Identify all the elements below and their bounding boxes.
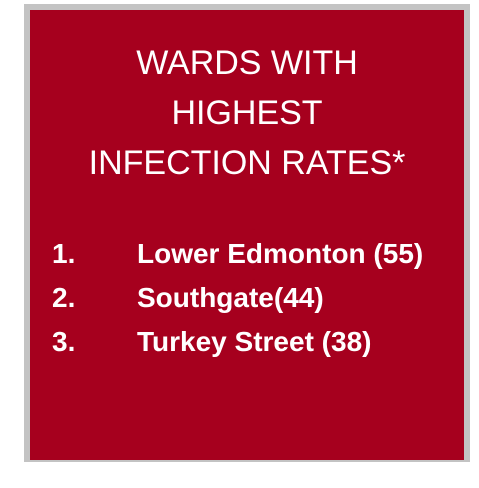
item-text: Turkey Street (38): [137, 326, 372, 357]
item-number: 3.: [52, 326, 76, 357]
item-text: Lower Edmonton (55): [137, 238, 424, 269]
panel: WARDS WITH HIGHEST INFECTION RATES* 1. Lowe…: [30, 10, 464, 460]
item-number: 1.: [52, 238, 76, 269]
title-line: WARDS WITH: [136, 44, 358, 82]
list-item: 1. Lower Edmonton (55): [52, 232, 462, 276]
list-item: 2. Southgate(44): [52, 276, 462, 320]
item-number: 2.: [52, 282, 76, 313]
ward-list: 1. Lower Edmonton (55) 2. Southgate(44) 3. Tu…: [52, 232, 462, 364]
frame: WARDS WITH HIGHEST INFECTION RATES* 1. Lowe…: [24, 4, 470, 462]
list-item: 3. Turkey Street (38): [52, 320, 462, 364]
title: WARDS WITH HIGHEST INFECTION RATES*: [30, 38, 464, 188]
title-line: HIGHEST: [171, 94, 323, 132]
item-text: Southgate(44): [137, 282, 324, 313]
title-line: INFECTION RATES*: [88, 144, 406, 182]
